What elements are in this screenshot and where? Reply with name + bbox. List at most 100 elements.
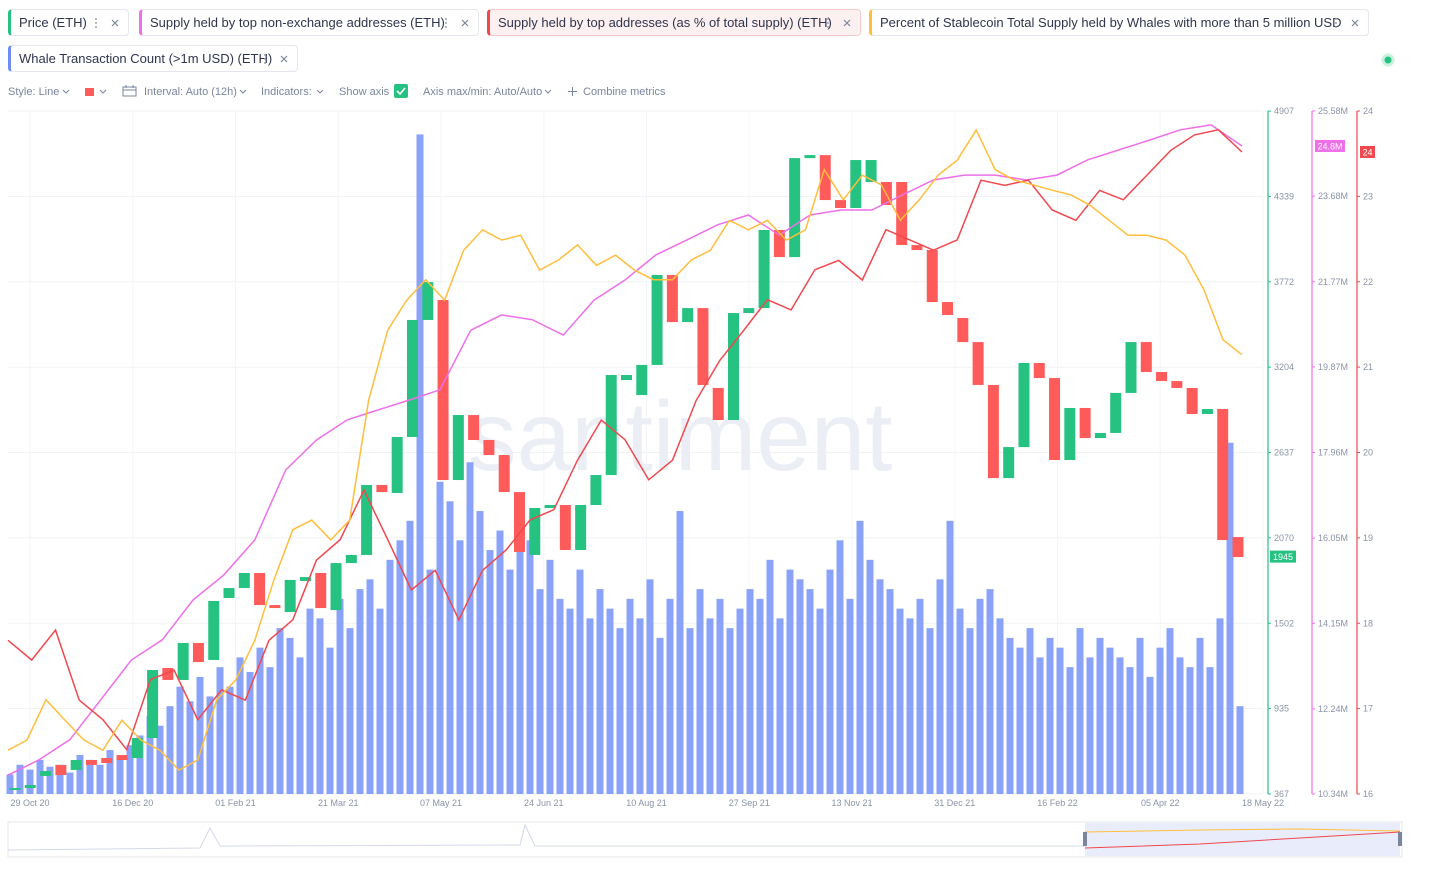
metric-name: Supply held by top addresses (as % of to…: [498, 15, 832, 30]
bar: [6, 774, 14, 794]
bar: [216, 667, 224, 794]
bar: [16, 764, 24, 794]
close-icon[interactable]: [843, 19, 851, 27]
metric-chip[interactable]: Whale Transaction Count (>1m USD) (ETH): [8, 45, 298, 72]
navigator-handle[interactable]: [1083, 832, 1087, 846]
indicators-select[interactable]: Indicators:: [261, 86, 312, 98]
candle-body: [101, 758, 113, 764]
bar: [596, 589, 604, 794]
close-icon[interactable]: [280, 55, 288, 63]
combine-metrics-button[interactable]: Combine metrics: [583, 86, 666, 98]
interval-select[interactable]: Interval: Auto (12h): [144, 86, 237, 98]
chevron-icon: [544, 89, 552, 94]
bar: [336, 598, 344, 794]
bar: [1136, 637, 1144, 794]
bar: [106, 750, 114, 794]
price-badge-label: 1945: [1273, 552, 1293, 562]
candle-body: [819, 155, 831, 201]
bar: [1026, 628, 1034, 794]
style-select[interactable]: Style: Line: [8, 86, 60, 98]
candle-body: [1018, 362, 1030, 448]
close-icon[interactable]: [461, 19, 469, 27]
line: [7, 124, 1243, 776]
bar: [346, 628, 354, 794]
y-tick-label: 20: [1363, 448, 1373, 458]
candle-body: [70, 760, 82, 770]
close-icon[interactable]: [111, 19, 119, 27]
menu-icon[interactable]: [263, 53, 267, 65]
show-axis-checkbox[interactable]: [394, 84, 408, 98]
y-tick-label: 19.87M: [1318, 362, 1348, 372]
bar: [56, 764, 64, 794]
bar: [686, 628, 694, 794]
bar: [786, 569, 794, 794]
close-icon[interactable]: [1351, 19, 1359, 27]
bar: [896, 608, 904, 794]
x-tick-label: 13 Nov 21: [831, 798, 872, 808]
y-tick-label: 16: [1363, 789, 1373, 799]
metric-chip[interactable]: Supply held by top non-exchange addresse…: [139, 9, 479, 36]
bar: [646, 579, 654, 794]
bar: [616, 628, 624, 794]
bar: [136, 735, 144, 794]
metric-chip[interactable]: Percent of Stablecoin Total Supply held …: [869, 9, 1369, 36]
navigator-range[interactable]: [1085, 823, 1400, 856]
bar: [186, 701, 194, 794]
candle-body: [942, 302, 954, 315]
y-tick-label: 18: [1363, 618, 1373, 628]
bar: [986, 589, 994, 794]
bar: [36, 759, 44, 794]
menu-icon[interactable]: [826, 17, 830, 29]
candle-body: [835, 200, 847, 209]
candle-body: [544, 505, 556, 509]
bar: [926, 628, 934, 794]
bar: [86, 759, 94, 794]
x-tick-label: 18 May 22: [1242, 798, 1284, 808]
bar: [1166, 628, 1174, 794]
bar: [76, 754, 84, 794]
status-dot: [1381, 53, 1395, 67]
bar: [946, 520, 954, 794]
x-tick-label: 24 Jun 21: [524, 798, 564, 808]
plus-icon: [568, 87, 577, 96]
menu-icon[interactable]: [94, 17, 98, 29]
candle-body: [636, 364, 648, 396]
candle-body: [131, 738, 143, 759]
bar: [676, 511, 684, 794]
candle-body: [269, 605, 281, 609]
bar: [966, 628, 974, 794]
bar: [996, 618, 1004, 794]
bar: [1186, 667, 1194, 794]
calendar-icon: [122, 85, 137, 97]
candle-body: [116, 755, 128, 761]
candle-body: [40, 770, 52, 776]
metric-chip[interactable]: Supply held by top addresses (as % of to…: [487, 9, 861, 36]
bar: [156, 725, 164, 794]
metric-chip[interactable]: Price (ETH): [8, 9, 129, 36]
bar: [836, 540, 844, 794]
menu-icon[interactable]: [444, 17, 448, 29]
candle-body: [330, 563, 342, 611]
candle-body: [575, 505, 587, 550]
bar: [626, 598, 634, 794]
candle-body: [345, 554, 357, 564]
y-tick-label: 23: [1363, 191, 1373, 201]
bar: [166, 706, 174, 794]
bar: [816, 608, 824, 794]
bar: [466, 462, 474, 794]
candle-body: [666, 274, 678, 323]
bar: [846, 598, 854, 794]
axis-range-select[interactable]: Axis max/min: Auto/Auto: [423, 86, 543, 98]
navigator-handle[interactable]: [1398, 832, 1402, 846]
bar: [1176, 657, 1184, 794]
candle-body: [513, 492, 525, 552]
candle-body: [406, 319, 418, 438]
color-select[interactable]: [84, 86, 110, 98]
bar: [386, 559, 394, 794]
bar: [226, 686, 234, 794]
candle-body: [238, 573, 250, 589]
menu-icon[interactable]: [1334, 17, 1338, 29]
candle-body: [254, 573, 266, 606]
y-tick-label: 2070: [1274, 533, 1294, 543]
y-tick-label: 25.58M: [1318, 106, 1348, 116]
